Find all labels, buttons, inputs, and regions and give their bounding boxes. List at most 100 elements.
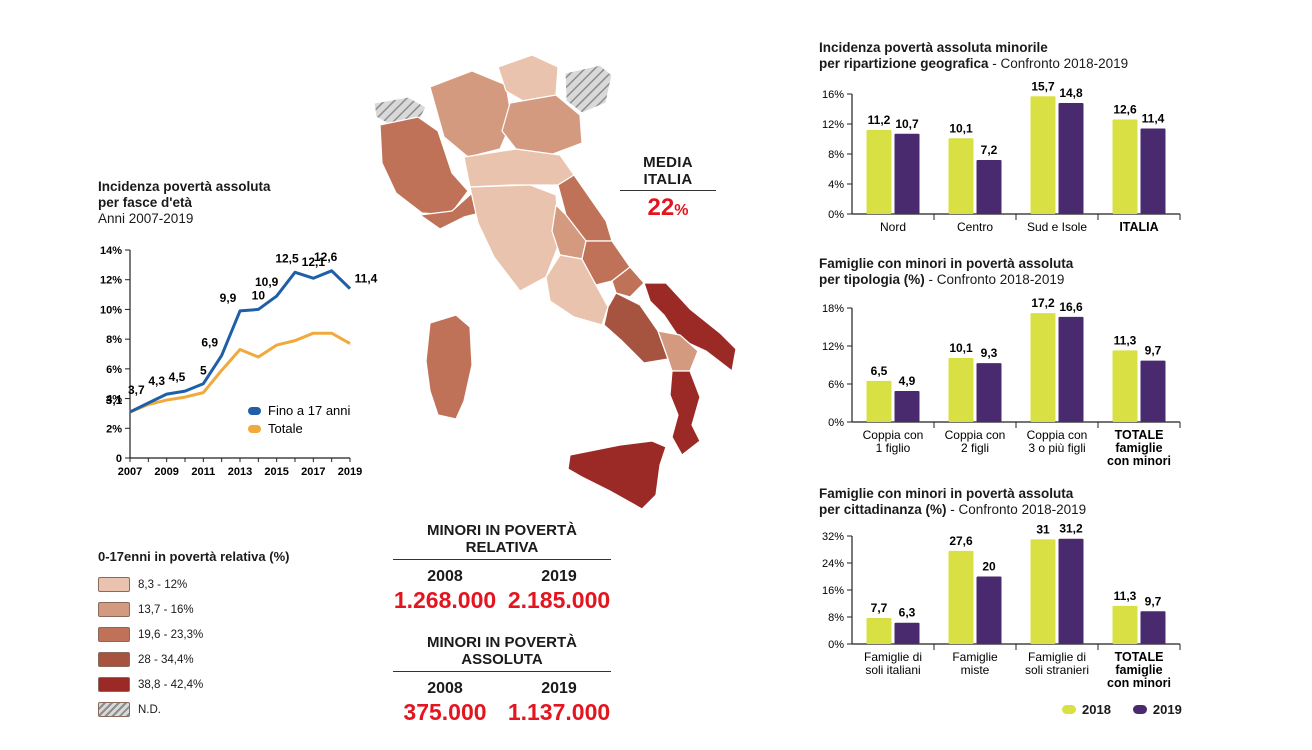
bar-value-label: 20 bbox=[982, 560, 996, 574]
x-category-label: 1 figlio bbox=[876, 441, 911, 455]
bar-value-label: 11,4 bbox=[1142, 112, 1165, 126]
y-tick-label: 12% bbox=[100, 275, 122, 287]
legend-label: Totale bbox=[268, 421, 303, 436]
assoluta-value-2019: 1.137.000 bbox=[507, 699, 611, 725]
x-category-label: Sud e Isole bbox=[1027, 220, 1087, 234]
map-region-piemonte bbox=[379, 116, 469, 216]
x-category-label: TOTALE bbox=[1115, 650, 1164, 664]
map-legend-label: 8,3 - 12% bbox=[138, 578, 188, 591]
bar-value-label: 11,3 bbox=[1114, 589, 1137, 603]
bar-value-label: 27,6 bbox=[949, 534, 973, 548]
y-tick-label: 18% bbox=[822, 303, 844, 315]
data-label: 12,1 bbox=[302, 255, 326, 269]
bar-2018 bbox=[866, 618, 892, 644]
bar-2019 bbox=[1058, 103, 1084, 214]
media-italia-value: 22 bbox=[647, 194, 675, 221]
map-legend-swatch-hatched bbox=[98, 702, 130, 717]
x-category-label: 2 figli bbox=[961, 441, 989, 455]
bar-chart-3-title-line2: per cittadinanza (%) bbox=[819, 502, 947, 517]
x-category-label: Nord bbox=[880, 220, 906, 234]
bar-legend-label-2018: 2018 bbox=[1082, 702, 1111, 717]
bar-2018 bbox=[866, 380, 892, 422]
bar-value-label: 10,7 bbox=[895, 117, 919, 131]
y-tick-label: 8% bbox=[828, 149, 844, 161]
map-legend-swatch bbox=[98, 602, 130, 617]
bar-value-label: 6,5 bbox=[871, 364, 888, 378]
assoluta-value-2008: 375.000 bbox=[403, 699, 487, 725]
bar-2018 bbox=[948, 138, 974, 214]
y-tick-label: 8% bbox=[106, 334, 122, 346]
bar-chart-3-title-line1: Famiglie con minori in povertà assoluta bbox=[819, 486, 1074, 501]
bar-2018 bbox=[1112, 119, 1138, 214]
bar-chart-2-title-line1: Famiglie con minori in povertà assoluta bbox=[819, 256, 1074, 271]
x-tick-label: 2007 bbox=[118, 466, 142, 478]
map-legend-swatch bbox=[98, 627, 130, 642]
map-legend-label: 19,6 - 23,3% bbox=[138, 628, 204, 641]
map-legend-swatch bbox=[98, 652, 130, 667]
x-category-label: famiglie bbox=[1115, 441, 1162, 455]
map-legend-title: 0-17enni in povertà relativa (%) bbox=[98, 549, 290, 564]
map-legend-item: 38,8 - 42,4% bbox=[98, 672, 358, 697]
x-category-label: Famiglie di bbox=[1028, 650, 1086, 664]
x-category-label: Famiglie di bbox=[864, 650, 922, 664]
assoluta-block: MINORI IN POVERTÀ ASSOLUTA 2008 375.000 … bbox=[393, 634, 611, 726]
map-legend-item: 8,3 - 12% bbox=[98, 572, 358, 597]
data-label: 4,5 bbox=[169, 370, 186, 384]
x-category-label: con minori bbox=[1107, 454, 1171, 468]
x-category-label: soli stranieri bbox=[1025, 663, 1089, 677]
relativa-value-2008: 1.268.000 bbox=[393, 587, 497, 613]
x-category-label: soli italiani bbox=[865, 663, 920, 677]
assoluta-title: MINORI IN POVERTÀ ASSOLUTA bbox=[393, 634, 611, 672]
map-region-veneto bbox=[501, 94, 583, 156]
relativa-year-2008: 2008 bbox=[427, 568, 463, 585]
data-label: 12,5 bbox=[275, 251, 299, 265]
y-tick-label: 6% bbox=[828, 379, 844, 391]
map-region-emilia bbox=[463, 148, 575, 188]
map-legend-item: 13,7 - 16% bbox=[98, 597, 358, 622]
line-chart-title-line2: per fasce d'età bbox=[98, 195, 193, 210]
data-label: 12,6 bbox=[314, 250, 338, 264]
y-tick-label: 8% bbox=[828, 612, 844, 624]
bar-value-label: 9,3 bbox=[981, 346, 998, 360]
map-legend-item: 28 - 34,4% bbox=[98, 647, 358, 672]
legend-swatch bbox=[248, 425, 261, 433]
bar-value-label: 31,2 bbox=[1059, 522, 1083, 536]
bar-value-label: 10,1 bbox=[949, 121, 973, 135]
x-category-label: 3 o più figli bbox=[1028, 441, 1085, 455]
x-tick-label: 2017 bbox=[301, 466, 325, 478]
bar-legend-label-2019: 2019 bbox=[1152, 702, 1182, 717]
x-category-label: TOTALE bbox=[1115, 428, 1164, 442]
line-chart-subtitle: Anni 2007-2019 bbox=[98, 211, 194, 226]
bar-chart-3-title-suffix: - Confronto 2018-2019 bbox=[946, 502, 1087, 517]
bar-legend-item-2019: 2019 bbox=[1132, 702, 1182, 717]
y-tick-label: 0% bbox=[828, 209, 844, 221]
bar-legend-swatch-2019 bbox=[1132, 705, 1147, 714]
media-italia-unit: % bbox=[674, 202, 689, 219]
map-legend-label: N.D. bbox=[138, 703, 161, 716]
bar-2019 bbox=[976, 160, 1002, 214]
x-tick-label: 2009 bbox=[154, 466, 178, 478]
relativa-title: MINORI IN POVERTÀ RELATIVA bbox=[393, 522, 611, 560]
map-region-sicilia bbox=[567, 440, 667, 510]
media-italia: MEDIA ITALIA 22% bbox=[620, 154, 716, 222]
bar-2019 bbox=[976, 363, 1002, 422]
y-tick-label: 14% bbox=[100, 245, 122, 257]
bar-chart-1-title: Incidenza povertà assoluta minorile per … bbox=[819, 40, 1239, 72]
x-category-label: Coppia con bbox=[863, 428, 924, 442]
y-tick-label: 10% bbox=[100, 304, 122, 316]
data-label: 3,1 bbox=[106, 393, 123, 407]
map-region-molise bbox=[611, 266, 645, 298]
bar-2018 bbox=[1112, 605, 1138, 644]
bar-value-label: 15,7 bbox=[1031, 79, 1055, 93]
legend-swatch bbox=[248, 407, 261, 415]
bar-chart-2-title-suffix: - Confronto 2018-2019 bbox=[924, 272, 1065, 287]
bar-legend-swatch-2018 bbox=[1062, 705, 1076, 714]
x-tick-label: 2011 bbox=[191, 466, 215, 478]
x-category-label: Famiglie bbox=[952, 650, 998, 664]
line-chart: 0 2% 4% 6% 8% 10% 12% 14% 2007 2009 2011 2013 2015 20… bbox=[100, 245, 378, 478]
media-italia-label: MEDIA ITALIA bbox=[620, 154, 716, 191]
bar-2018 bbox=[948, 550, 974, 644]
map-legend-item: N.D. bbox=[98, 697, 358, 722]
legend-label: Fino a 17 anni bbox=[268, 403, 351, 418]
